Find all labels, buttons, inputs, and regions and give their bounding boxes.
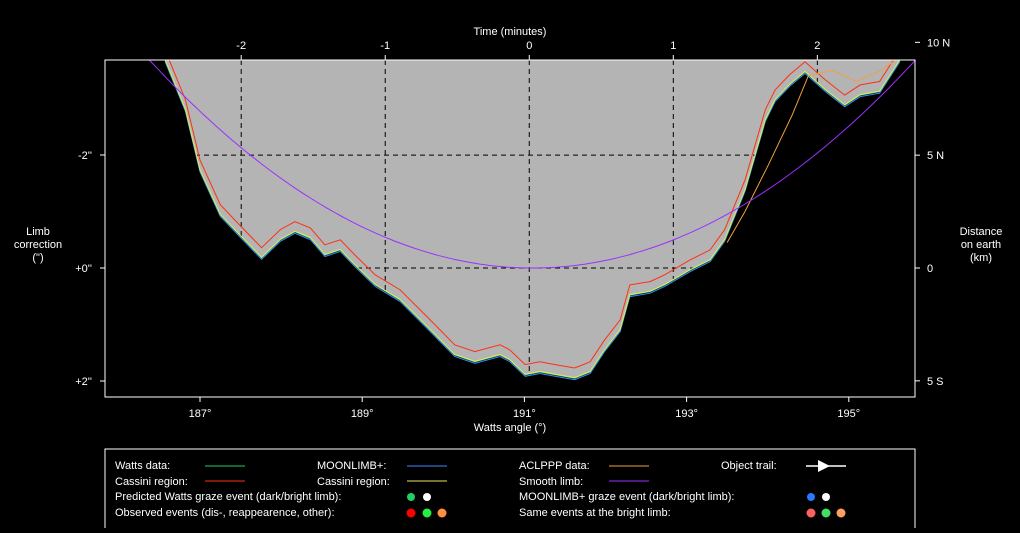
legend-trail-arrow-icon xyxy=(818,460,830,472)
legend-predicted-dark-dot xyxy=(407,493,415,501)
moonlimb-line xyxy=(164,61,901,381)
time-tick-label: -1 xyxy=(380,40,390,52)
time-tick-label: -2 xyxy=(236,40,246,52)
lunar-profile-fill xyxy=(165,60,900,379)
distance-tick-label: 0 xyxy=(927,263,933,275)
angle-tick-label: 195° xyxy=(837,408,860,420)
cassini-region-line xyxy=(168,60,895,369)
time-tick-label: 1 xyxy=(670,40,676,52)
legend-observed-dis-dot xyxy=(406,508,416,518)
right-axis-label-1: Distance xyxy=(960,226,1003,238)
limb-tick-label: +2'' xyxy=(75,376,92,388)
legend-trail: Object trail: xyxy=(721,460,777,472)
legend-cassini1: Cassini region: xyxy=(115,476,188,488)
legend-smooth: Smooth limb: xyxy=(519,476,583,488)
left-axis-label-3: (") xyxy=(32,252,43,264)
legend: Watts data: Cassini region: Predicted Wa… xyxy=(104,448,916,532)
legend-observed-re-dot xyxy=(422,508,432,518)
legend-bright: Same events at the bright limb: xyxy=(519,507,671,519)
legend-predicted-bright-dot xyxy=(423,493,431,501)
time-tick-label: 0 xyxy=(526,40,532,52)
legend-moonlimb-bright-dot xyxy=(822,493,830,501)
legend-moonlimb-dark-dot xyxy=(807,493,815,501)
left-axis-label-2: correction xyxy=(14,239,62,251)
cassini-region-2-line xyxy=(164,60,901,379)
distance-tick-label: 10 N xyxy=(927,37,950,49)
angle-tick-label: 191° xyxy=(513,408,536,420)
legend-observed-other-dot xyxy=(437,508,447,518)
smooth-limb-line xyxy=(148,60,915,269)
angle-tick-label: 189° xyxy=(351,408,374,420)
limb-tick-label: +0'' xyxy=(75,263,92,275)
legend-observed: Observed events (dis-, reappearence, oth… xyxy=(115,507,335,519)
distance-tick-label: 5 S xyxy=(927,376,944,388)
legend-watts: Watts data: xyxy=(115,460,170,472)
plot-frame xyxy=(104,59,916,398)
legend-bright-dis-dot xyxy=(806,508,816,518)
legend-predicted: Predicted Watts graze event (dark/bright… xyxy=(115,491,341,503)
legend-cassini2: Cassini region: xyxy=(317,476,390,488)
angle-tick-label: 187° xyxy=(189,408,212,420)
legend-moonlimb: MOONLIMB+: xyxy=(317,460,386,472)
limb-tick-label: -2'' xyxy=(78,150,92,162)
legend-bright-re-dot xyxy=(821,508,831,518)
right-axis-label-2: on earth xyxy=(961,239,1001,251)
legend-bright-other-dot xyxy=(836,508,846,518)
legend-moonlimb-event: MOONLIMB+ graze event (dark/bright limb)… xyxy=(519,491,735,503)
left-axis-label-1: Limb xyxy=(26,226,50,238)
top-axis-label: Time (minutes) xyxy=(474,26,547,38)
bottom-axis-label: Watts angle (°) xyxy=(474,422,546,434)
time-tick-label: 2 xyxy=(814,40,820,52)
distance-tick-label: 5 N xyxy=(927,150,944,162)
right-axis-label-3: (km) xyxy=(970,252,992,264)
aclppp-line xyxy=(726,60,897,243)
angle-tick-label: 193° xyxy=(675,408,698,420)
legend-aclppp: ACLPPP data: xyxy=(519,460,590,472)
